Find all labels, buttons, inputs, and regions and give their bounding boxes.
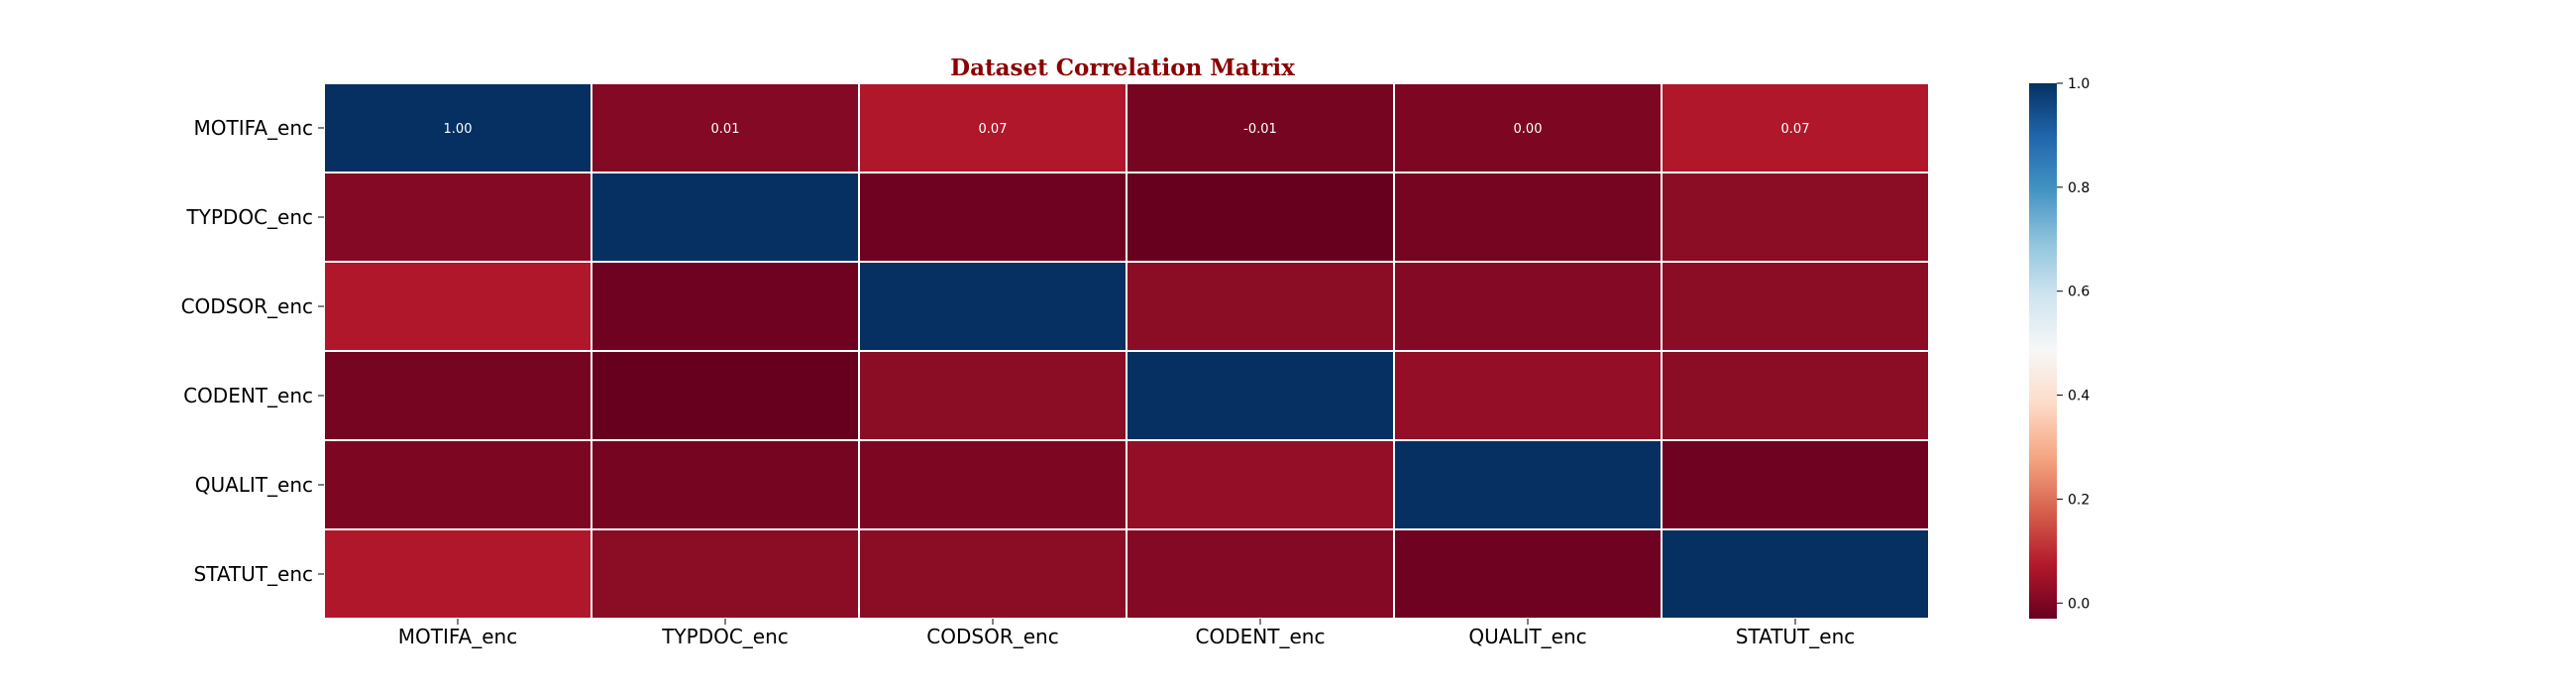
cell-annotations: 1.00 0.01 0.07 -0.01 0.00 0.07: [444, 122, 1810, 137]
y-axis: MOTIFA_enc TYPDOC_enc CODSOR_enc CODENT_enc…: [181, 116, 324, 586]
x-axis: MOTIFA_enc TYPDOC_enc CODSOR_enc CODENT_enc…: [398, 619, 1856, 648]
x-tick-label: TYPDOC_enc: [661, 625, 789, 648]
heatmap-cell-CODSOR_enc-CODSOR_enc: [858, 261, 1127, 352]
heatmap-cell-CODSOR_enc-MOTIFA_enc: [323, 261, 592, 352]
heatmap-cell-QUALIT_enc-CODENT_enc: [1126, 439, 1395, 530]
y-tick-label: CODENT_enc: [183, 384, 313, 407]
x-tick-label: MOTIFA_enc: [398, 625, 517, 648]
heatmap-cell-CODSOR_enc-QUALIT_enc: [1393, 261, 1663, 352]
chart-title: Dataset Correlation Matrix: [950, 55, 1295, 81]
colorbar-tick-label: 0.6: [2068, 285, 2090, 300]
y-tick-label: TYPDOC_enc: [185, 205, 313, 229]
colorbar-tick-label: 0.2: [2068, 492, 2090, 508]
heatmap-cell-STATUT_enc-TYPDOC_enc: [590, 528, 860, 620]
y-tick-label: QUALIT_enc: [195, 473, 313, 497]
cell-annotation: 0.00: [1514, 122, 1543, 137]
heatmap-cell-TYPDOC_enc-MOTIFA_enc: [323, 172, 592, 263]
heatmap-cell-TYPDOC_enc-CODENT_enc: [1126, 172, 1395, 263]
y-tick-label: STATUT_enc: [193, 562, 313, 586]
heatmap-cell-QUALIT_enc-QUALIT_enc: [1393, 439, 1663, 530]
heatmap-cell-MOTIFA_enc-MOTIFA_enc: [323, 82, 592, 174]
heatmap-cell-TYPDOC_enc-CODSOR_enc: [858, 172, 1127, 263]
heatmap-cell-CODENT_enc-STATUT_enc: [1661, 350, 1930, 441]
y-tick-label: MOTIFA_enc: [194, 116, 313, 140]
heatmap-cell-CODENT_enc-CODENT_enc: [1126, 350, 1395, 441]
cell-annotation: 0.07: [979, 122, 1008, 137]
cell-annotation: 0.01: [711, 122, 740, 137]
heatmap-cell-CODSOR_enc-CODENT_enc: [1126, 261, 1395, 352]
heatmap-cell-TYPDOC_enc-STATUT_enc: [1661, 172, 1930, 263]
heatmap-cell-TYPDOC_enc-TYPDOC_enc: [590, 172, 860, 263]
heatmap-cell-STATUT_enc-QUALIT_enc: [1393, 528, 1663, 620]
x-tick-label: CODENT_enc: [1196, 625, 1326, 648]
heatmap-cell-QUALIT_enc-STATUT_enc: [1661, 439, 1930, 530]
heatmap-cell-STATUT_enc-MOTIFA_enc: [323, 528, 592, 620]
colorbar-ticks: 0.0 0.2 0.4 0.6 0.8 1.0: [2057, 76, 2090, 612]
heatmap-cell-CODENT_enc-TYPDOC_enc: [590, 350, 860, 441]
x-tick-label: CODSOR_enc: [926, 625, 1058, 648]
y-tick-label: CODSOR_enc: [181, 294, 313, 318]
heatmap-cell-CODSOR_enc-TYPDOC_enc: [590, 261, 860, 352]
heatmap-cell-MOTIFA_enc-TYPDOC_enc: [590, 82, 860, 174]
colorbar-tick-label: 0.8: [2068, 180, 2090, 196]
colorbar-tick-label: 0.0: [2068, 596, 2090, 612]
heatmap-cell-STATUT_enc-CODENT_enc: [1126, 528, 1395, 620]
cell-annotation: 0.07: [1781, 122, 1810, 137]
heatmap-cell-QUALIT_enc-MOTIFA_enc: [323, 439, 592, 530]
heatmap-cell-CODENT_enc-CODSOR_enc: [858, 350, 1127, 441]
heatmap-cell-CODENT_enc-MOTIFA_enc: [323, 350, 592, 441]
heatmap-cell-STATUT_enc-CODSOR_enc: [858, 528, 1127, 620]
heatmap-cell-CODSOR_enc-STATUT_enc: [1661, 261, 1930, 352]
cell-annotation: 1.00: [444, 122, 473, 137]
heatmap-cell-QUALIT_enc-TYPDOC_enc: [590, 439, 860, 530]
cell-annotation: -0.01: [1243, 122, 1277, 137]
colorbar-tick-label: 1.0: [2068, 76, 2090, 92]
colorbar: 0.0 0.2 0.4 0.6 0.8 1.0: [2029, 76, 2090, 619]
heatmap-cells: [323, 82, 1930, 620]
heatmap-cell-CODENT_enc-QUALIT_enc: [1393, 350, 1663, 441]
colorbar-gradient: [2029, 83, 2057, 619]
heatmap-cell-TYPDOC_enc-QUALIT_enc: [1393, 172, 1663, 263]
colorbar-tick-label: 0.4: [2068, 389, 2090, 405]
x-tick-label: STATUT_enc: [1736, 625, 1856, 648]
heatmap-cell-QUALIT_enc-CODSOR_enc: [858, 439, 1127, 530]
x-tick-label: QUALIT_enc: [1468, 625, 1586, 648]
heatmap-cell-MOTIFA_enc-CODSOR_enc: [858, 82, 1127, 174]
heatmap-cell-STATUT_enc-STATUT_enc: [1661, 528, 1930, 620]
